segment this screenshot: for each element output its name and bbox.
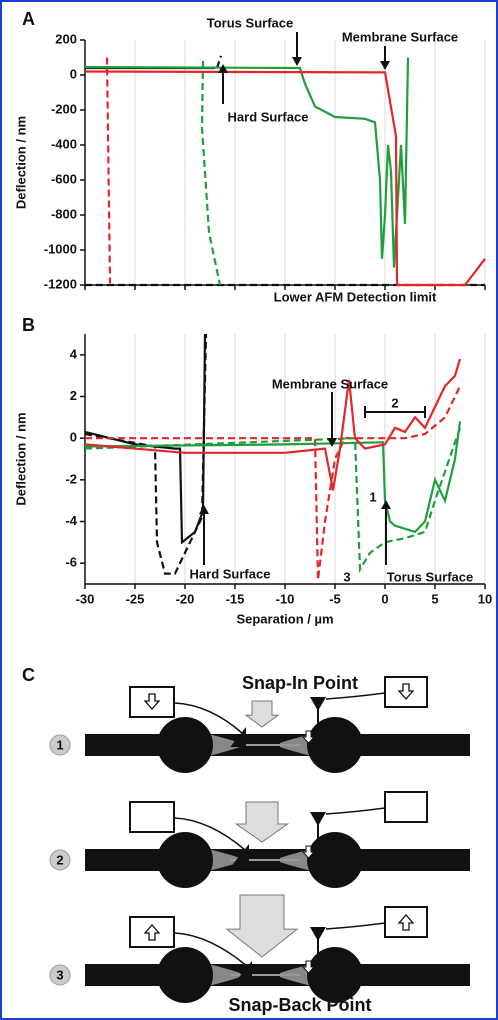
x-tick-label: -25 — [126, 591, 145, 606]
data-line — [200, 60, 222, 286]
arrow-head — [199, 505, 209, 514]
box — [129, 801, 175, 833]
y-tick-label: -200 — [51, 101, 77, 116]
y-tick-label: 0 — [70, 66, 77, 81]
y-tick-label: -1200 — [44, 276, 77, 291]
x-tick-label: -15 — [226, 591, 245, 606]
arrow-head — [292, 57, 302, 66]
step-label: 3 — [56, 967, 63, 982]
annotation: 3 — [343, 569, 350, 584]
tip — [310, 927, 326, 941]
y-tick-label: -6 — [65, 555, 77, 570]
tip — [310, 812, 326, 826]
annotation: 1 — [369, 489, 376, 504]
step-badge — [49, 964, 71, 986]
annotation: Membrane Surface — [342, 29, 458, 44]
tip — [236, 961, 252, 981]
data-line — [85, 427, 462, 574]
box — [129, 916, 175, 948]
data-line — [85, 70, 486, 287]
annotation: Hard Surface — [228, 109, 309, 124]
arrow-head — [380, 61, 390, 70]
force-arrow — [225, 894, 299, 958]
panel-label: A — [22, 9, 35, 29]
x-tick-label: 10 — [478, 591, 492, 606]
y-tick-label: -800 — [51, 206, 77, 221]
x-axis-label: Separation / µm — [236, 611, 333, 626]
y-tick-label: 2 — [70, 388, 77, 403]
sym — [301, 730, 316, 744]
x-tick-label: -10 — [276, 591, 295, 606]
tip — [230, 727, 246, 747]
force-arrow — [234, 801, 290, 843]
torus — [307, 832, 363, 888]
sym — [301, 960, 316, 974]
data-line — [85, 421, 462, 534]
step-badge — [49, 849, 71, 871]
y-tick-label: 4 — [70, 346, 78, 361]
annotation: Membrane Surface — [272, 376, 388, 391]
annotation: Torus Surface — [207, 15, 293, 30]
torus — [157, 717, 213, 773]
cantilever — [174, 817, 246, 851]
torus — [157, 832, 213, 888]
panel-label: B — [22, 315, 35, 335]
y-tick-label: -600 — [51, 171, 77, 186]
data-line — [85, 385, 461, 580]
sym — [143, 693, 161, 710]
x-tick-label: -5 — [329, 591, 341, 606]
x-tick-label: -30 — [76, 591, 95, 606]
data-line — [85, 57, 410, 268]
arrow-head — [381, 500, 391, 509]
sym — [397, 683, 415, 700]
cantilever — [174, 702, 243, 734]
force-arrow — [244, 700, 280, 728]
torus — [307, 717, 363, 773]
step-badge — [49, 734, 71, 756]
x-tick-label: 5 — [431, 591, 438, 606]
cantilever — [174, 932, 249, 968]
cantilever — [325, 807, 386, 815]
x-tick-label: 0 — [381, 591, 388, 606]
annotation: Lower AFM Detection limit — [274, 289, 437, 304]
annotation: 2 — [391, 395, 398, 410]
torus — [307, 947, 363, 1003]
y-tick-label: -4 — [65, 513, 77, 528]
sym — [397, 914, 415, 931]
torus — [157, 947, 213, 1003]
data-line — [215, 55, 223, 69]
sym — [301, 845, 316, 859]
arrow-head — [327, 438, 337, 447]
y-axis-label: Deflection / nm — [13, 116, 28, 209]
annotation: Torus Surface — [387, 569, 473, 584]
y-tick-label: -1000 — [44, 241, 77, 256]
step-label: 1 — [56, 737, 63, 752]
y-tick-label: -2 — [65, 471, 77, 486]
sym — [143, 924, 161, 941]
arrow-head — [218, 64, 228, 73]
panel-label: C — [22, 665, 35, 685]
step-label: 2 — [56, 852, 63, 867]
data-line — [105, 57, 112, 284]
cantilever — [325, 692, 386, 700]
cantilever — [325, 922, 386, 930]
snap-in-label: Snap-In Point — [242, 673, 358, 693]
box — [384, 791, 428, 823]
y-tick-label: -400 — [51, 136, 77, 151]
data-line — [85, 358, 462, 491]
tip — [233, 844, 249, 864]
y-tick-label: 200 — [55, 31, 77, 46]
annotation: Hard Surface — [190, 566, 271, 581]
x-tick-label: -20 — [176, 591, 195, 606]
tip — [310, 697, 326, 711]
y-tick-label: 0 — [70, 430, 77, 445]
y-axis-label: Deflection / nm — [13, 412, 28, 505]
